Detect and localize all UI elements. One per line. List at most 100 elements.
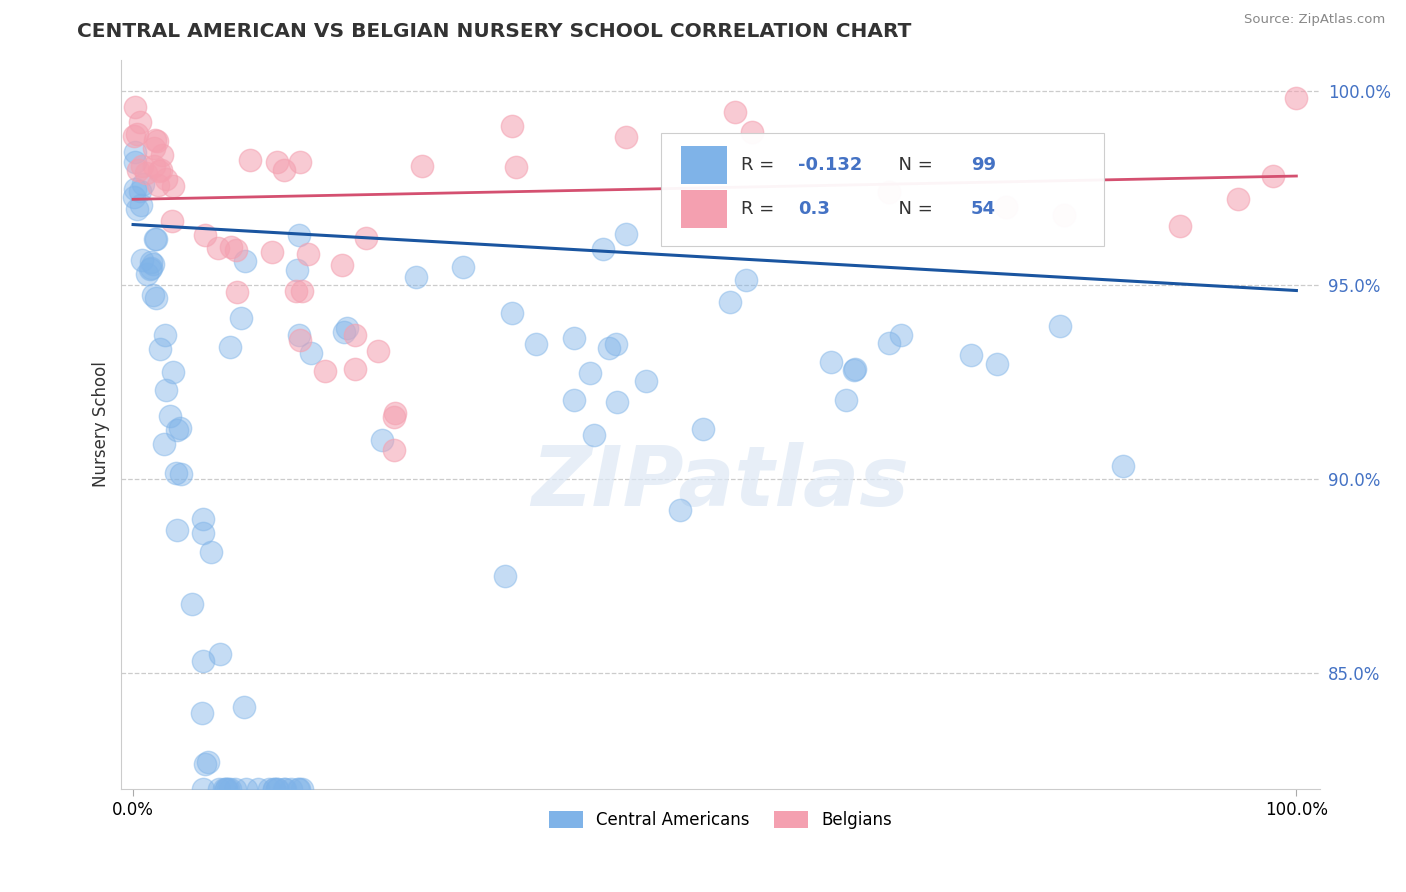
FancyBboxPatch shape [661,133,1104,245]
Point [1049,318,1071,333]
Point [143,140,166,154]
Point [165,466,187,480]
Point [605,337,627,351]
Point [247,782,270,797]
Point [844,362,866,376]
Point [344,328,367,343]
Point [145,232,167,246]
Point [290,284,312,298]
Point [285,284,308,298]
Point [162,179,184,194]
Point [299,345,322,359]
Point [129,185,152,199]
Point [150,148,173,162]
Point [122,129,145,144]
Point [288,328,311,343]
Point [153,437,176,451]
Point [208,782,231,797]
Point [212,782,235,797]
Point [582,428,605,442]
Point [314,364,336,378]
Point [122,190,145,204]
Point [877,185,900,199]
Point [724,105,747,120]
Point [143,133,166,147]
Point [382,409,405,424]
Point [124,155,146,169]
Point [191,782,214,797]
Point [180,597,202,611]
Point [141,255,163,269]
Point [280,782,302,797]
Point [224,782,246,797]
Point [149,163,172,178]
Point [273,782,295,797]
Point [197,755,219,769]
FancyBboxPatch shape [681,190,727,228]
Point [614,227,637,241]
Point [131,160,153,174]
Point [562,392,585,407]
Point [333,325,356,339]
Point [162,366,184,380]
Point [263,782,285,797]
Point [127,162,149,177]
Point [994,200,1017,214]
Point [273,163,295,178]
Point [162,214,184,228]
Point [191,512,214,526]
Point [890,328,912,343]
Point [142,257,165,271]
Text: N =: N = [887,156,939,175]
Point [735,273,758,287]
Point [844,363,866,377]
Point [233,700,256,714]
Point [218,340,240,354]
Point [149,343,172,357]
Point [194,757,217,772]
Text: -0.132: -0.132 [799,156,863,175]
Point [124,145,146,159]
Point [226,285,249,299]
Text: Source: ZipAtlas.com: Source: ZipAtlas.com [1244,13,1385,27]
Point [614,129,637,144]
Point [125,128,148,142]
Text: ZIPatlas: ZIPatlas [531,442,910,524]
Point [169,421,191,435]
Point [287,228,309,243]
Point [266,154,288,169]
Point [131,252,153,267]
Point [384,406,406,420]
Point [505,160,527,174]
Point [562,331,585,345]
Legend: Central Americans, Belgians: Central Americans, Belgians [543,804,898,836]
Text: 0.3: 0.3 [799,200,831,219]
Point [263,782,285,797]
Point [139,262,162,277]
Point [231,310,253,325]
Point [332,258,354,272]
Point [592,243,614,257]
Point [986,357,1008,371]
Point [1053,208,1076,222]
Point [127,202,149,216]
Point [155,327,177,342]
Point [877,335,900,350]
Point [606,395,628,409]
Point [336,321,359,335]
Point [959,347,981,361]
Point [132,178,155,192]
Text: R =: R = [741,156,780,175]
Point [524,337,547,351]
Point [820,355,842,369]
Point [209,648,232,662]
Point [136,267,159,281]
Point [718,294,741,309]
Point [146,178,169,193]
Point [159,409,181,424]
Point [297,246,319,260]
Point [218,782,240,797]
Point [225,244,247,258]
Point [143,159,166,173]
Point [741,125,763,139]
